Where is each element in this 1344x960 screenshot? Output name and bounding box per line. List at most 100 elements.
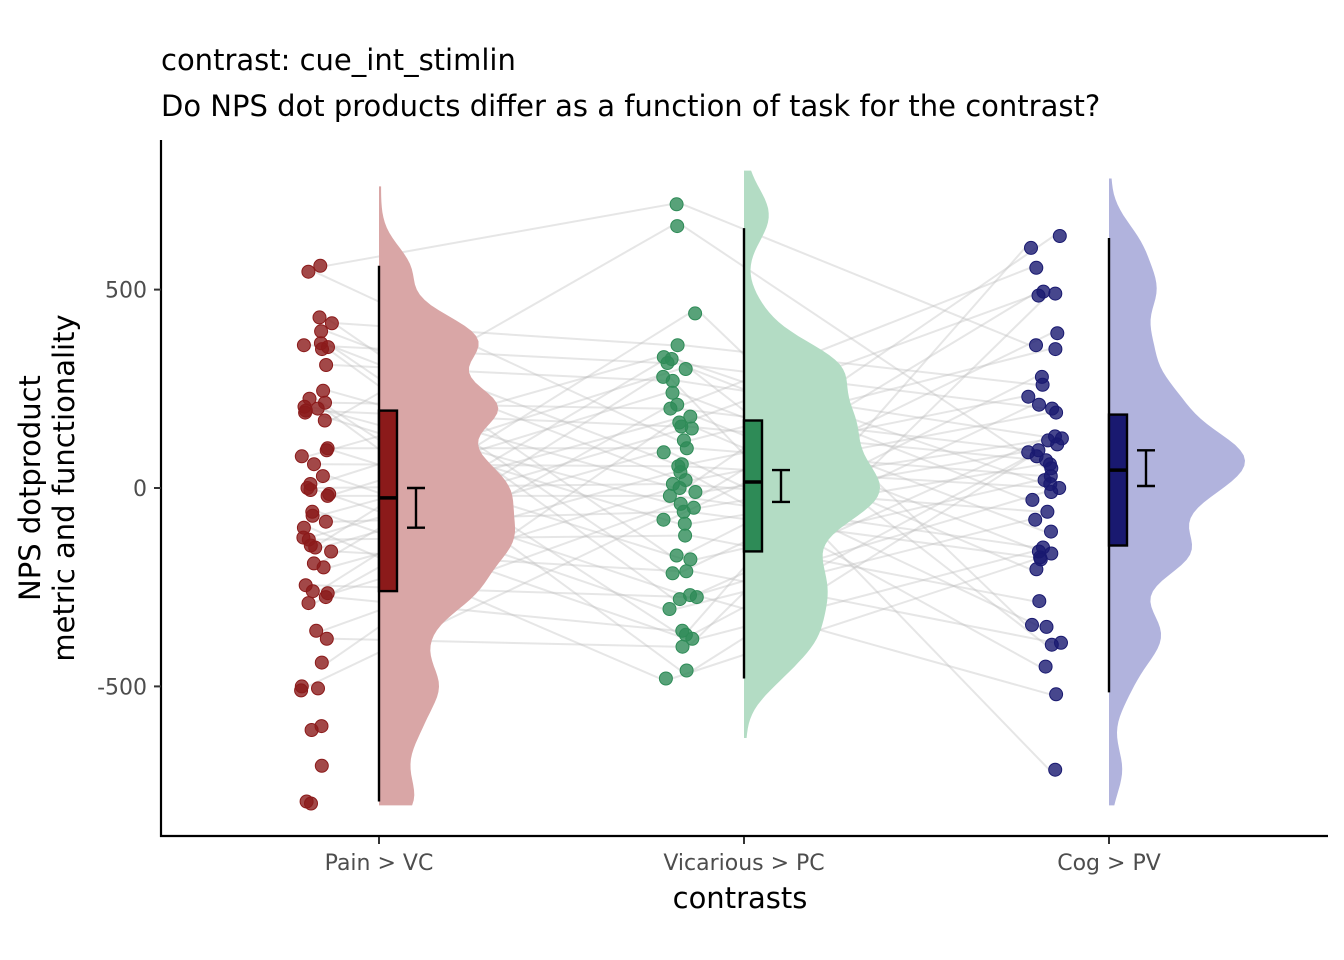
point-cognitive xyxy=(1044,524,1058,539)
point-pain xyxy=(304,796,318,811)
point-pain xyxy=(312,310,327,325)
point-cognitive xyxy=(1038,659,1053,674)
pair-line xyxy=(311,584,691,599)
point-vicarious xyxy=(656,512,671,527)
point-pain xyxy=(324,544,339,559)
point-cognitive xyxy=(1032,594,1047,609)
x-tick-label: Vicarious > PC xyxy=(663,851,824,876)
point-vicarious xyxy=(679,564,694,579)
point-pain xyxy=(298,405,313,420)
point-pain xyxy=(313,258,328,273)
point-pain xyxy=(314,758,329,773)
density-pain xyxy=(379,186,515,806)
y-axis-title-line2: metric and functionality xyxy=(47,314,81,661)
point-cognitive xyxy=(1048,286,1063,301)
y-tick-label: 0 xyxy=(133,477,147,502)
point-vicarious xyxy=(678,528,693,543)
point-cognitive xyxy=(1021,389,1036,404)
point-vicarious xyxy=(679,663,694,678)
point-cognitive xyxy=(1044,485,1059,499)
point-vicarious xyxy=(683,552,698,567)
point-cognitive xyxy=(1052,229,1067,243)
point-vicarious xyxy=(665,385,680,400)
point-vicarious xyxy=(678,362,693,376)
point-pain xyxy=(311,681,325,696)
chart-title: contrast: cue_int_stimlin xyxy=(161,43,516,77)
point-pain xyxy=(316,560,331,575)
x-axis-title: contrasts xyxy=(673,881,808,915)
point-cognitive xyxy=(1039,619,1054,634)
density-vicarious xyxy=(744,170,880,739)
box-pain xyxy=(377,409,399,593)
boxplot-layer xyxy=(377,228,1129,802)
point-vicarious xyxy=(665,373,680,388)
point-pain xyxy=(318,590,333,605)
point-vicarious xyxy=(656,445,671,460)
pair-line xyxy=(669,332,1052,521)
point-vicarious xyxy=(675,639,690,654)
y-ticks: -500 0 500 xyxy=(97,279,161,700)
point-cognitive xyxy=(1035,377,1050,392)
point-vicarious xyxy=(676,504,691,519)
pair-line xyxy=(669,356,1045,485)
point-cognitive xyxy=(1031,288,1046,303)
point-vicarious xyxy=(685,631,700,646)
point-vicarious xyxy=(670,219,685,234)
point-vicarious xyxy=(669,548,684,563)
point-pain xyxy=(314,655,329,670)
point-cognitive xyxy=(1050,437,1065,452)
point-pain xyxy=(305,508,320,523)
point-cognitive xyxy=(1050,326,1065,341)
point-pain xyxy=(319,443,334,458)
point-vicarious xyxy=(684,421,699,436)
box-vicarious xyxy=(742,419,764,553)
point-pain xyxy=(316,383,331,398)
point-pain xyxy=(314,324,329,339)
point-vicarious xyxy=(672,592,687,607)
point-pain xyxy=(310,401,325,416)
pair-line xyxy=(669,451,1041,628)
x-tick-label: Pain > VC xyxy=(325,851,434,876)
pair-line xyxy=(310,411,680,525)
pair-line xyxy=(313,270,679,442)
point-vicarious xyxy=(669,197,684,212)
point-cognitive xyxy=(1049,405,1064,420)
pair-line xyxy=(668,376,1050,771)
point-vicarious xyxy=(662,488,677,503)
point-pain xyxy=(294,683,309,698)
point-pain xyxy=(308,540,323,555)
density-cognitive xyxy=(1109,178,1245,806)
pair-line xyxy=(675,518,1030,610)
point-vicarious xyxy=(663,401,678,416)
point-pain xyxy=(307,457,321,472)
pair-line xyxy=(310,405,689,509)
point-cognitive xyxy=(1029,338,1043,353)
point-pain xyxy=(317,413,332,428)
point-cognitive xyxy=(1044,637,1059,652)
pair-line xyxy=(682,203,1031,347)
y-axis-title-line1: NPS dotproduct xyxy=(13,375,47,601)
pair-line xyxy=(684,294,1033,424)
point-pain xyxy=(319,358,334,372)
pair-line xyxy=(309,526,661,680)
point-pain xyxy=(318,514,333,529)
errorbar-layer xyxy=(407,449,1155,529)
density-layer xyxy=(379,170,1245,806)
point-cognitive xyxy=(1029,562,1044,577)
pair-line xyxy=(309,344,662,364)
point-cognitive xyxy=(1049,687,1064,702)
point-pain xyxy=(309,623,324,638)
pair-line xyxy=(675,494,1038,549)
point-vicarious xyxy=(660,356,675,370)
point-vicarious xyxy=(689,590,704,605)
point-pain xyxy=(324,316,339,331)
point-pain xyxy=(305,584,320,599)
x-tick-label: Cog > PV xyxy=(1057,851,1161,876)
pair-line xyxy=(689,510,1035,559)
point-vicarious xyxy=(670,338,685,353)
chart-subtitle: Do NPS dot products differ as a function… xyxy=(161,89,1100,123)
point-cognitive xyxy=(1032,397,1046,412)
point-pain xyxy=(304,723,319,737)
point-cognitive xyxy=(1048,762,1063,777)
